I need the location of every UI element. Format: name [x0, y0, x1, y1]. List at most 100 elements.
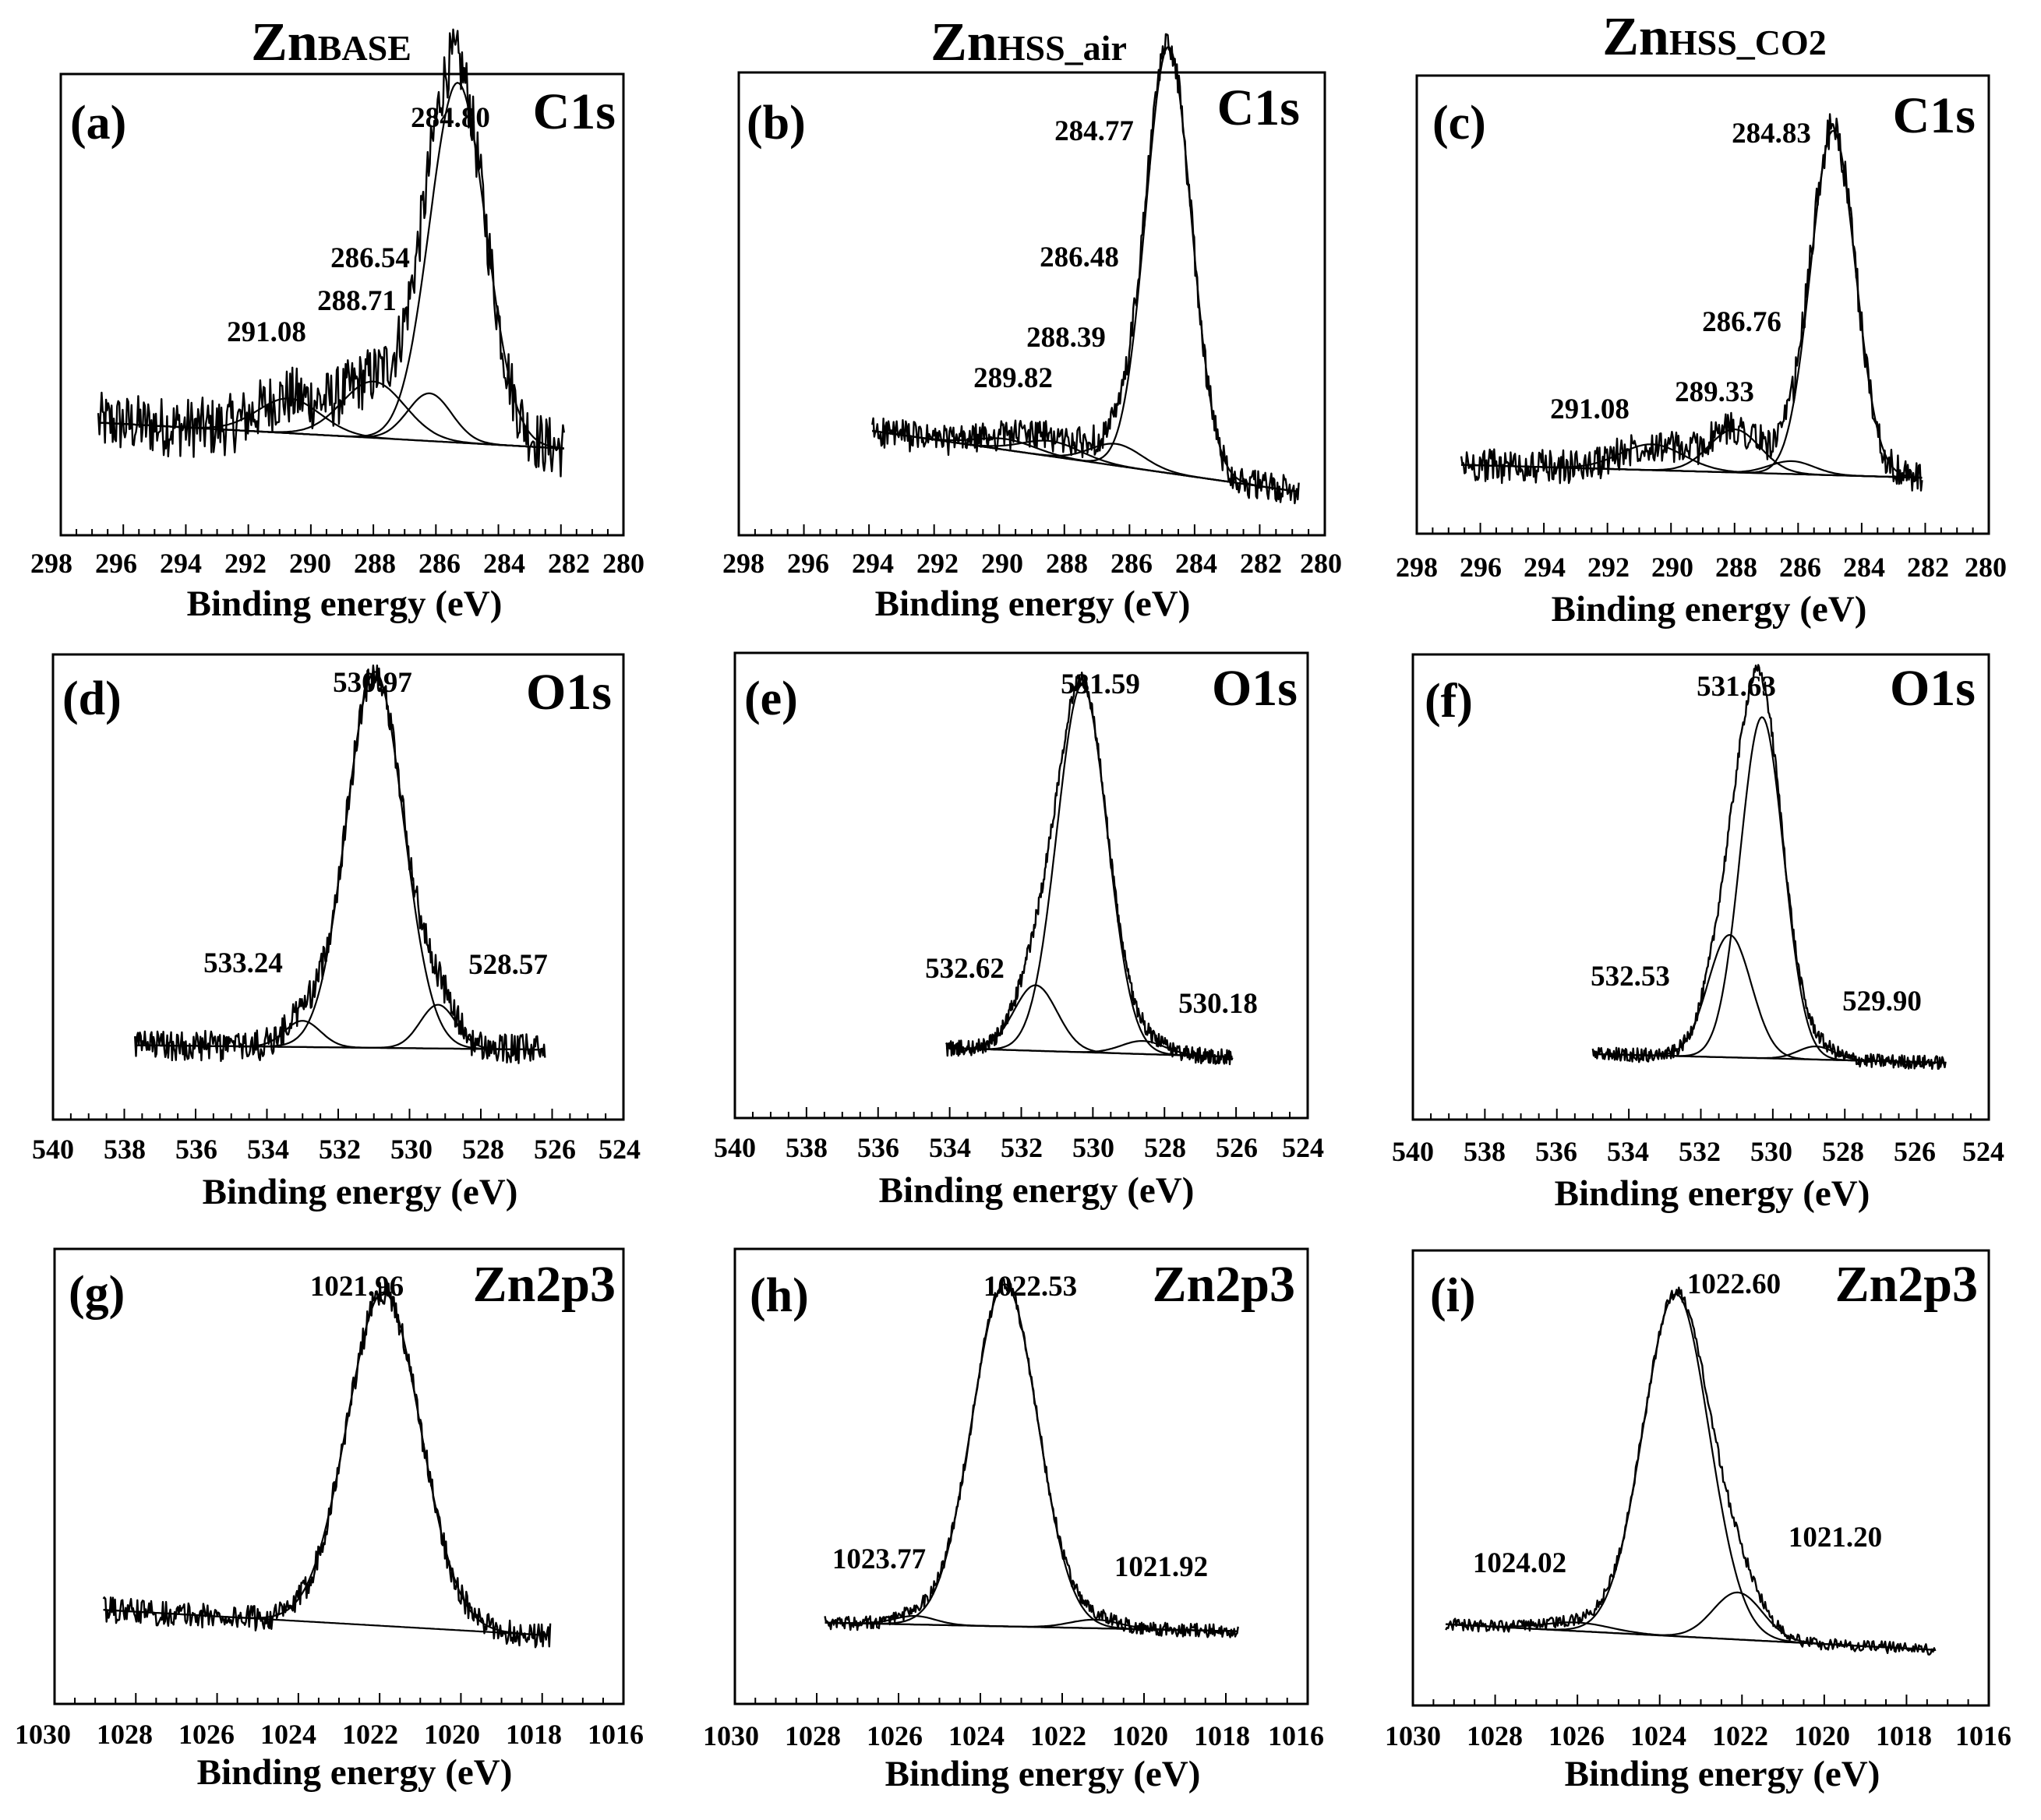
tick-marks	[1416, 523, 1990, 534]
panel-e: (e) O1s 531.59 532.62 530.18 540 538 536…	[714, 651, 1324, 1211]
tick-label: 1026	[178, 1719, 235, 1750]
panel-letter: (d)	[62, 672, 122, 725]
x-axis-label: Binding energy (eV)	[197, 1752, 513, 1793]
spectrum-envelope	[871, 33, 1300, 505]
tick-label: 1018	[1194, 1720, 1250, 1751]
tick-label: 528	[1822, 1136, 1864, 1167]
panel-peak-name: Zn2p3	[1153, 1256, 1295, 1313]
x-axis-label: Binding energy (eV)	[1552, 589, 1867, 630]
panel-peak-name: C1s	[1217, 79, 1300, 136]
plot-frame	[737, 71, 1326, 537]
fit-component-4	[1461, 443, 1923, 479]
fit-component-3	[945, 1040, 1233, 1058]
tick-label: 298	[1396, 552, 1438, 583]
tick-label: 1018	[1876, 1720, 1932, 1751]
peak-label-3: 288.39	[1026, 322, 1106, 354]
tick-label: 528	[1144, 1132, 1186, 1163]
tick-label: 524	[1282, 1132, 1324, 1163]
fit-components	[135, 671, 546, 1051]
x-axis-label: Binding energy (eV)	[879, 1170, 1195, 1211]
panel-c: (c) C1s 284.83 286.76 289.33 291.08 298 …	[1396, 74, 2007, 630]
tick-label: 286	[1111, 548, 1153, 579]
tick-label: 524	[599, 1134, 641, 1165]
tick-label: 292	[1587, 552, 1630, 583]
peak-label-2: 532.53	[1591, 961, 1670, 993]
tick-label: 298	[722, 548, 764, 579]
fit-component-3	[825, 1618, 1238, 1632]
panel-d: (d) O1s 530.97 533.24 528.57 540 538 536…	[32, 653, 641, 1212]
tick-label: 284	[1843, 552, 1885, 583]
peak-label-4: 291.08	[227, 316, 306, 348]
tick-marks	[738, 524, 1326, 535]
tick-label: 536	[1535, 1136, 1577, 1167]
tick-label: 284	[483, 548, 525, 579]
tick-label: 532	[1679, 1136, 1721, 1167]
panel-g: (g) Zn2p3 1021.96 1030 1028 1026 1024 10…	[15, 1247, 644, 1793]
tick-label: 530	[1072, 1132, 1114, 1163]
tick-label: 538	[1464, 1136, 1506, 1167]
spectrum-envelope	[102, 1282, 552, 1649]
x-axis-label: Binding energy (eV)	[187, 584, 503, 624]
plot-frame	[733, 651, 1309, 1120]
fit-component-4	[98, 397, 564, 450]
tick-label: 534	[929, 1132, 971, 1163]
peak-label-2: 1023.77	[832, 1543, 926, 1575]
x-axis-label: Binding energy (eV)	[875, 584, 1191, 624]
panel-a: (a) C1s 284.80 286.54 288.71 291.08 298 …	[30, 28, 644, 624]
tick-label: 1026	[867, 1720, 923, 1751]
fit-components	[872, 46, 1299, 493]
peak-label-3: 288.71	[317, 285, 397, 317]
panel-peak-name: O1s	[1890, 660, 1976, 717]
panel-b: (b) C1s 284.77 286.48 288.39 289.82 298 …	[722, 33, 1342, 624]
panel-letter: (a)	[70, 97, 126, 150]
tick-label: 528	[462, 1134, 504, 1165]
tick-label: 294	[852, 548, 894, 579]
panel-letter: (g)	[69, 1267, 125, 1320]
tick-label: 288	[1046, 548, 1088, 579]
tick-label: 294	[1524, 552, 1566, 583]
peak-label-2: 1024.02	[1473, 1547, 1566, 1579]
panel-peak-name: Zn2p3	[1835, 1256, 1978, 1313]
peak-label-2: 286.54	[330, 242, 410, 274]
fit-components	[1592, 716, 1946, 1064]
tick-label: 1024	[1630, 1720, 1686, 1751]
tick-marks	[52, 1109, 624, 1120]
tick-marks	[734, 1107, 1308, 1118]
tick-label: 296	[1460, 552, 1502, 583]
panel-f: (f) O1s 531.63 532.53 529.90 540 538 536…	[1392, 653, 2004, 1214]
spectrum-envelope	[1445, 1286, 1937, 1656]
peak-label-1: 1021.96	[310, 1271, 404, 1303]
tick-label: 282	[548, 548, 590, 579]
tick-label: 1028	[1467, 1720, 1523, 1751]
fit-components	[103, 1291, 551, 1637]
tick-label: 1028	[785, 1720, 841, 1751]
tick-label: 280	[1300, 548, 1342, 579]
panel-letter: (i)	[1430, 1269, 1476, 1322]
tick-label: 524	[1962, 1136, 2004, 1167]
tick-label: 530	[390, 1134, 433, 1165]
fit-components	[825, 1283, 1238, 1632]
tick-label: 1024	[948, 1720, 1005, 1751]
tick-label: 534	[247, 1134, 289, 1165]
tick-label: 538	[104, 1134, 146, 1165]
tick-label: 1016	[1955, 1720, 2011, 1751]
x-axis-label: Binding energy (eV)	[203, 1172, 518, 1212]
panel-peak-name: C1s	[1893, 87, 1976, 144]
fit-component-2	[946, 984, 1233, 1058]
fit-components	[1461, 129, 1923, 479]
peak-label-3: 289.33	[1675, 376, 1754, 408]
panel-peak-name: O1s	[526, 664, 612, 721]
panel-peak-name: Zn2p3	[473, 1256, 616, 1313]
peak-label-2: 286.48	[1040, 242, 1119, 273]
tick-label: 1030	[1385, 1720, 1441, 1751]
peak-label-2: 532.62	[925, 953, 1005, 985]
spectrum-envelope	[97, 28, 565, 478]
tick-label: 1016	[588, 1719, 644, 1750]
tick-label: 290	[981, 548, 1023, 579]
tick-label: 1026	[1548, 1720, 1605, 1751]
peak-label-1: 284.80	[411, 102, 490, 134]
peak-label-3: 1021.92	[1114, 1551, 1208, 1583]
peak-label-2: 533.24	[203, 947, 283, 979]
x-axis-label: Binding energy (eV)	[1565, 1754, 1880, 1794]
tick-label: 530	[1750, 1136, 1792, 1167]
